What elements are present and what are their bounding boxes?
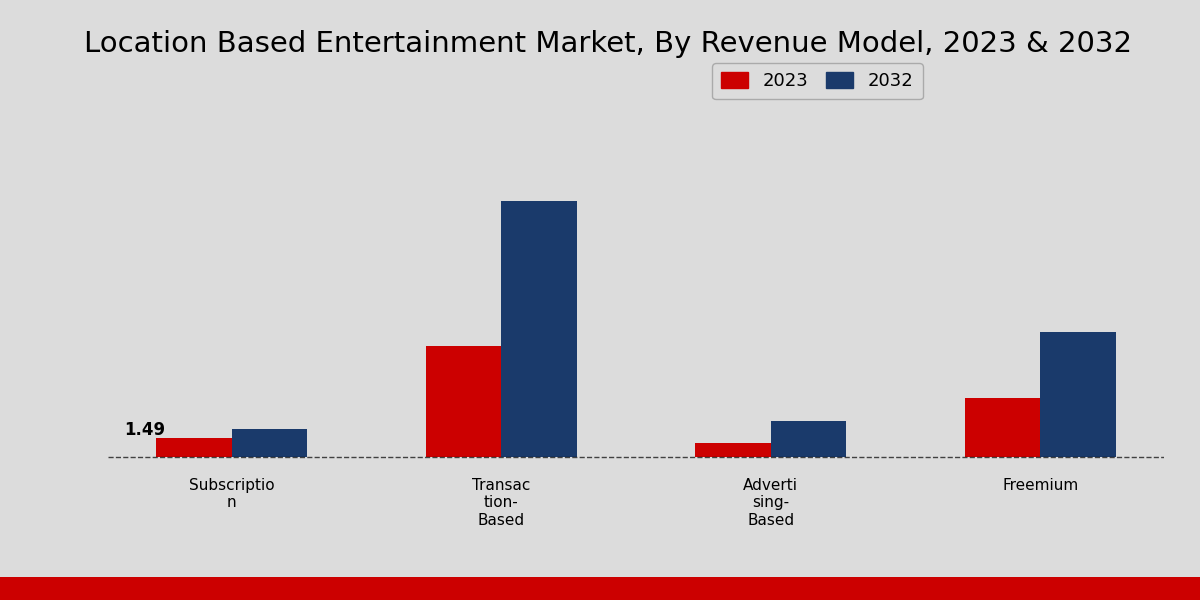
Text: 1.49: 1.49 (125, 421, 166, 439)
Bar (1040, 332, 1116, 457)
Bar (965, 398, 1040, 457)
Bar (232, 428, 307, 457)
Bar (770, 421, 846, 457)
Bar (695, 443, 770, 457)
Text: Location Based Entertainment Market, By Revenue Model, 2023 & 2032: Location Based Entertainment Market, By … (84, 30, 1132, 58)
Bar (426, 346, 502, 457)
Bar (502, 201, 577, 457)
Legend: 2023, 2032: 2023, 2032 (712, 63, 923, 100)
Bar (156, 438, 232, 457)
